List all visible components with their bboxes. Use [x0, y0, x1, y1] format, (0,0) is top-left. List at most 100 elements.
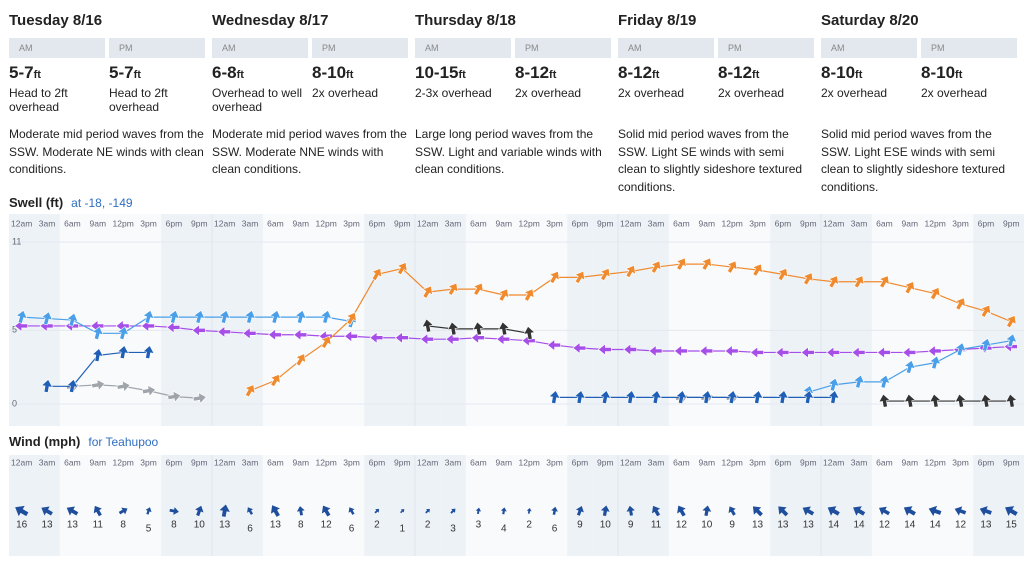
height-value: 5-7 — [9, 63, 34, 82]
swell-arrow — [878, 275, 890, 289]
time-label: 12pm — [519, 218, 540, 228]
swell-arrow — [826, 346, 840, 359]
time-label: 6pm — [775, 218, 792, 228]
swell-arrow — [980, 304, 992, 318]
wind-arrow — [702, 505, 712, 517]
height-value: 6-8 — [212, 63, 237, 82]
height-note: 2x overhead — [515, 86, 582, 100]
period-bar: AM — [415, 38, 511, 58]
time-label: 6am — [673, 218, 690, 228]
swell-arrow — [548, 390, 561, 404]
wind-speed: 2 — [425, 520, 431, 531]
swell-arrow — [903, 393, 916, 408]
height-note: Head to 2ft overhead — [9, 86, 68, 114]
day-name: Friday 8/19 — [618, 12, 697, 29]
time-label: 12am — [214, 218, 235, 228]
swell-arrow — [648, 344, 663, 358]
day-description: Moderate mid period waves from the SSW. … — [9, 127, 204, 176]
swell-arrow — [346, 312, 357, 326]
time-label: 9pm — [394, 457, 411, 467]
wind-speed: 8 — [171, 520, 177, 531]
wind-speed: 13 — [219, 520, 231, 531]
swell-arrow — [167, 390, 182, 403]
day-name: Thursday 8/18 — [415, 12, 516, 29]
swell-arrow — [927, 344, 942, 358]
time-label: 9am — [90, 457, 107, 467]
swell-arrow — [828, 275, 839, 289]
time-label: 6am — [876, 457, 893, 467]
time-label: 9am — [293, 457, 310, 467]
time-label: 3am — [39, 457, 56, 467]
swell-arrow — [167, 309, 180, 324]
swell-arrow — [269, 309, 282, 324]
swell-arrow — [699, 344, 714, 358]
wind-arrow — [296, 506, 305, 516]
swell-arrow — [523, 325, 536, 340]
wind-arrow — [979, 506, 992, 516]
swell-line — [21, 316, 352, 334]
time-label: 12am — [823, 218, 844, 228]
surf-height: 8-10ft — [312, 63, 353, 83]
swell-arrow — [851, 346, 866, 359]
time-label: 6pm — [978, 457, 995, 467]
time-label: 12pm — [925, 457, 946, 467]
swell-arrow — [827, 390, 840, 404]
wind-arrow — [677, 505, 686, 517]
wind-speed: 12 — [879, 520, 891, 531]
height-unit: ft — [33, 69, 41, 81]
wind-arrow — [145, 507, 152, 515]
time-label: 9pm — [1003, 457, 1020, 467]
swell-arrow — [91, 378, 106, 391]
y-tick-label: 11 — [12, 236, 21, 246]
swell-arrow — [929, 393, 942, 408]
wind-arrow — [652, 505, 661, 517]
time-label: 3am — [648, 218, 665, 228]
time-label: 6pm — [572, 457, 589, 467]
time-label: 3pm — [546, 457, 563, 467]
swell-arrow — [955, 297, 966, 311]
wind-speed: 10 — [701, 520, 713, 531]
height-value: 8-10 — [821, 63, 856, 82]
height-note: 2x overhead — [718, 86, 785, 100]
period-bar: PM — [515, 38, 611, 58]
swell-arrow — [91, 326, 104, 340]
wind-arrow — [802, 506, 815, 516]
swell-arrow — [802, 390, 815, 404]
day-name: Saturday 8/20 — [821, 12, 919, 29]
wind-speed: 16 — [16, 520, 28, 531]
swell-arrow — [599, 390, 612, 404]
time-label: 12pm — [925, 218, 946, 228]
period-bar: PM — [312, 38, 408, 58]
time-label: 3am — [851, 457, 868, 467]
height-note: 2x overhead — [618, 86, 685, 100]
time-label: 3pm — [546, 218, 563, 228]
swell-arrow — [752, 263, 763, 277]
swell-arrow — [649, 390, 663, 404]
time-label: 6am — [267, 218, 284, 228]
time-label: 3pm — [343, 218, 360, 228]
night-band — [34, 455, 60, 556]
swell-arrow — [66, 312, 79, 327]
time-label: 3pm — [952, 218, 969, 228]
swell-arrow — [751, 390, 764, 404]
wind-arrow — [400, 509, 405, 514]
wind-speed: 14 — [828, 520, 840, 531]
wind-arrow — [500, 507, 507, 515]
swell-arrow — [15, 309, 28, 324]
time-label: 3am — [648, 457, 665, 467]
wind-speed: 2 — [526, 520, 532, 531]
swell-arrow — [876, 346, 891, 359]
height-unit: ft — [855, 69, 863, 81]
height-unit: ft — [955, 69, 963, 81]
wind-speed: 13 — [752, 520, 764, 531]
time-label: 6am — [64, 218, 81, 228]
wind-arrow — [778, 506, 789, 517]
time-label: 9am — [293, 218, 310, 228]
wind-speed: 9 — [577, 520, 583, 531]
wind-arrow — [348, 507, 355, 515]
night-band — [592, 214, 618, 426]
wind-arrow — [374, 508, 380, 514]
y-tick-label: 0 — [12, 398, 17, 408]
swell-arrow — [776, 390, 789, 404]
